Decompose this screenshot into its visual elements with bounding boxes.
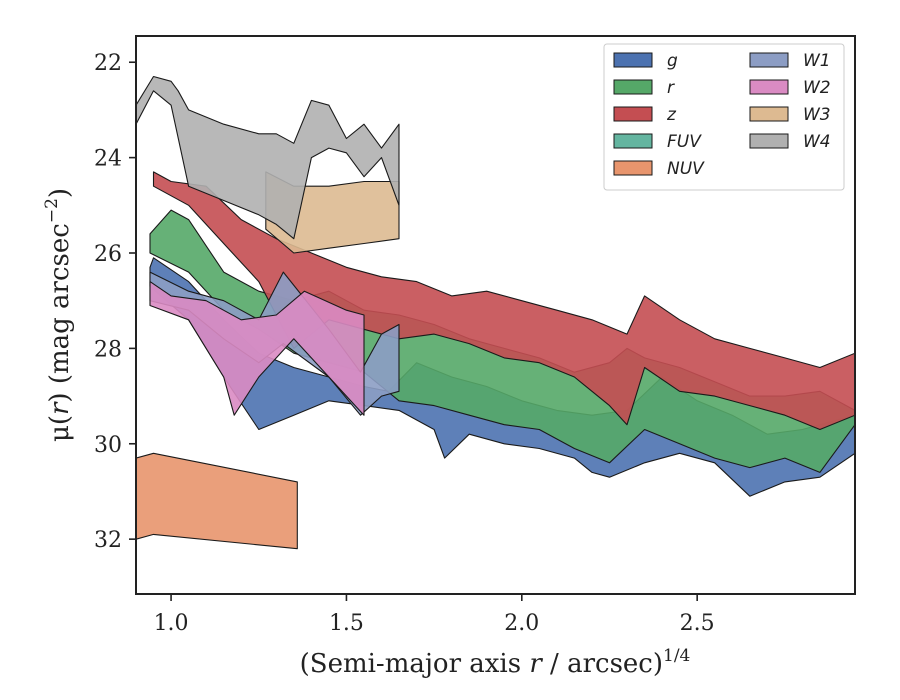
- x-axis-label-var: r: [529, 649, 543, 679]
- x-tick-label: 1.0: [154, 611, 189, 636]
- x-axis-label-text: (Semi-major axis: [300, 649, 530, 679]
- legend-item-w1: W1: [749, 51, 831, 71]
- legend-item-w3: W3: [749, 105, 831, 125]
- x-tick-label: 2.0: [504, 611, 539, 636]
- x-tick-label: 1.5: [329, 611, 364, 636]
- y-tick-label: 26: [94, 242, 122, 267]
- legend-label: g: [667, 51, 678, 71]
- legend: grz FUV NUV W1 W2 W3 W4: [603, 43, 845, 191]
- legend-swatch: [613, 160, 653, 176]
- y-tick-label: 32: [94, 528, 122, 553]
- legend-swatch: [749, 79, 789, 95]
- band-nuv: [136, 452, 298, 550]
- legend-swatch: [613, 133, 653, 149]
- y-tick-label: 28: [94, 337, 122, 362]
- y-tick-label: 24: [94, 147, 122, 172]
- legend-item-fuv: FUV: [613, 132, 702, 152]
- legend-label: z: [666, 105, 677, 125]
- legend-label: r: [667, 78, 675, 98]
- legend-label: NUV: [667, 159, 705, 179]
- x-axis-ticks: 1.0 1.5 2.0 2.5: [154, 594, 715, 636]
- plot-areas: [136, 75, 855, 550]
- legend-swatch: [613, 52, 653, 68]
- y-axis-label: μ(r) (mag arcsec−2): [42, 188, 75, 442]
- legend-label: W2: [803, 78, 831, 98]
- y-axis-ticks: 22 24 26 28 30 32: [94, 51, 136, 553]
- y-axis-label-sup: −2: [42, 198, 62, 223]
- legend-swatch: [613, 106, 653, 122]
- y-axis-label-close: ): [45, 188, 75, 198]
- x-axis-label-sup: 1/4: [663, 646, 690, 666]
- band-w4: [136, 75, 400, 240]
- x-axis-label-rest: / arcsec): [542, 649, 663, 679]
- legend-item-g: g: [613, 51, 678, 71]
- y-axis-label-pre: μ(: [45, 415, 75, 442]
- band-w2: [149, 281, 365, 416]
- legend-label: W3: [803, 105, 831, 125]
- legend-item-r: r: [613, 78, 675, 98]
- legend-swatch: [749, 52, 789, 68]
- y-axis-label-rest: ) (mag arcsec: [45, 223, 75, 402]
- legend-item-z: z: [613, 105, 677, 125]
- legend-label: FUV: [667, 132, 702, 152]
- legend-item-nuv: NUV: [613, 159, 705, 179]
- plot-frame: [135, 35, 856, 595]
- legend-label: W4: [803, 132, 831, 152]
- x-axis-label: (Semi-major axis r / arcsec)1/4: [300, 646, 691, 679]
- band-z: [152, 171, 855, 431]
- legend-swatch: [749, 106, 789, 122]
- legend-swatch: [613, 79, 653, 95]
- y-tick-label: 22: [94, 51, 122, 76]
- legend-label: W1: [803, 51, 831, 71]
- y-tick-label: 30: [94, 433, 122, 458]
- legend-swatch: [749, 133, 789, 149]
- y-axis-label-var: r: [45, 401, 75, 415]
- legend-item-w2: W2: [749, 78, 831, 98]
- legend-item-w4: W4: [749, 132, 831, 152]
- x-tick-label: 2.5: [680, 611, 715, 636]
